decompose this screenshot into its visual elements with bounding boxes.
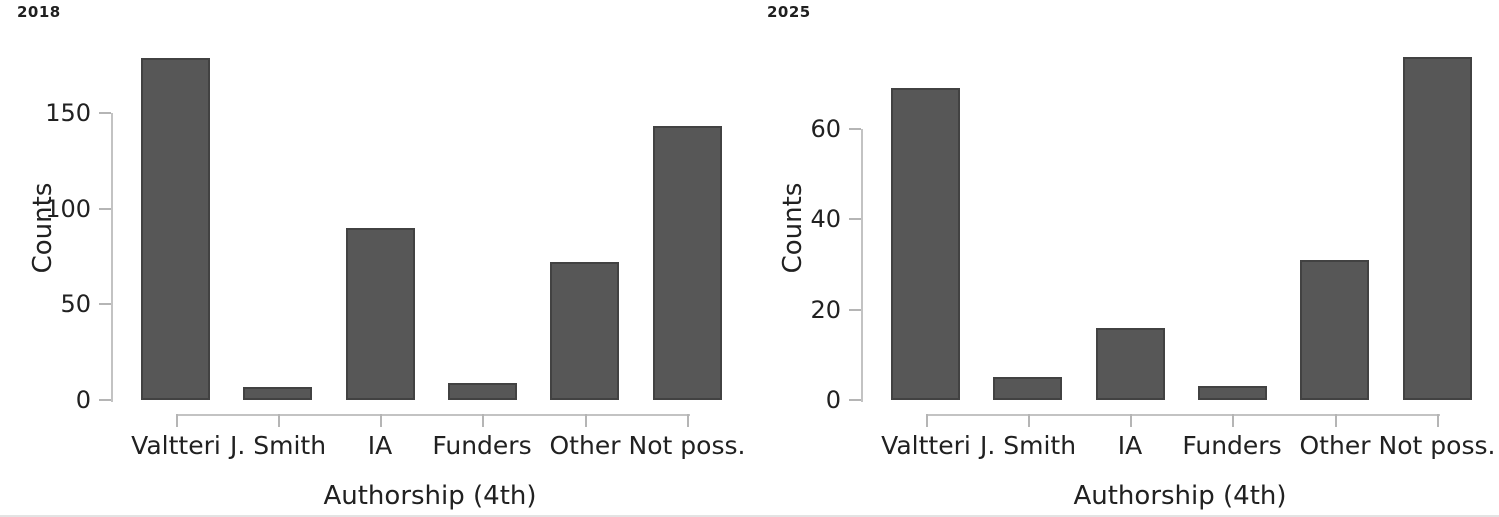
bar-funders [1198,386,1267,400]
x-tick [1335,414,1337,427]
y-tick-label: 50 [60,290,91,319]
bar-funders [448,382,517,400]
y-tick [849,127,861,130]
bar-ia [346,227,415,400]
bar-not-poss [653,126,722,400]
x-tick [278,414,280,427]
x-tick [1437,414,1439,427]
x-tick [176,414,178,427]
y-tick-label: 0 [75,386,91,414]
x-tick [380,414,382,427]
bar-j-smith [993,377,1062,400]
y-tick-label: 150 [45,99,91,128]
y-tick [849,399,861,401]
y-tick [849,218,861,221]
bar-valtteri [891,88,960,400]
chart-title: 2018 [17,3,61,21]
x-tick [1232,414,1234,427]
bar-other [1300,259,1369,400]
y-tick [99,399,111,401]
bar-j-smith [243,386,312,400]
bar-other [550,262,619,400]
window-bottom-edge [0,515,1499,517]
bar-valtteri [141,57,210,400]
y-axis-spine [861,128,863,402]
category-label-not-poss: Not poss. [628,431,746,460]
category-label-not-poss: Not poss. [1378,431,1496,460]
x-tick [585,414,587,427]
y-tick [99,207,111,210]
x-axis-label: Authorship (4th) [1073,481,1287,511]
x-tick [926,414,928,427]
x-tick [687,414,689,427]
x-tick [1028,414,1030,427]
x-tick [1130,414,1132,427]
y-tick [849,308,861,311]
category-label-j-smith: J. Smith [979,431,1077,460]
bar-not-poss [1403,56,1472,400]
category-label-funders: Funders [432,431,532,460]
y-axis-spine [111,113,113,402]
plot-area: 0 50 100 150 Valtteri J. Smith IA Funders Other N… [0,0,749,517]
x-axis-spine [926,414,1440,416]
x-axis-spine [176,414,690,416]
y-tick-label: 20 [810,295,841,324]
y-tick-label: 0 [825,386,841,414]
y-tick [99,303,111,306]
y-tick-label: 40 [810,205,841,234]
category-label-ia: IA [367,431,393,460]
x-axis-label: Authorship (4th) [323,481,537,511]
category-label-j-smith: J. Smith [229,431,327,460]
y-tick-label: 100 [45,194,91,223]
chart-title: 2025 [767,3,811,21]
category-label-valtteri: Valtteri [131,431,221,460]
chart-panel-2025: 2025 Counts 0 20 40 60 Valtteri J. Smith IA Fun… [750,0,1499,517]
chart-panel-2018: 2018 Counts 0 50 100 150 Valtteri J. Smith IA F… [0,0,749,517]
category-label-other: Other [549,431,621,460]
y-tick-label: 60 [810,114,841,143]
category-label-ia: IA [1117,431,1143,460]
bar-ia [1096,327,1165,400]
category-label-funders: Funders [1182,431,1282,460]
category-label-other: Other [1299,431,1371,460]
y-tick [99,112,111,115]
x-tick [482,414,484,427]
plot-area: 0 20 40 60 Valtteri J. Smith IA Funders Other Not… [750,0,1499,517]
category-label-valtteri: Valtteri [881,431,971,460]
